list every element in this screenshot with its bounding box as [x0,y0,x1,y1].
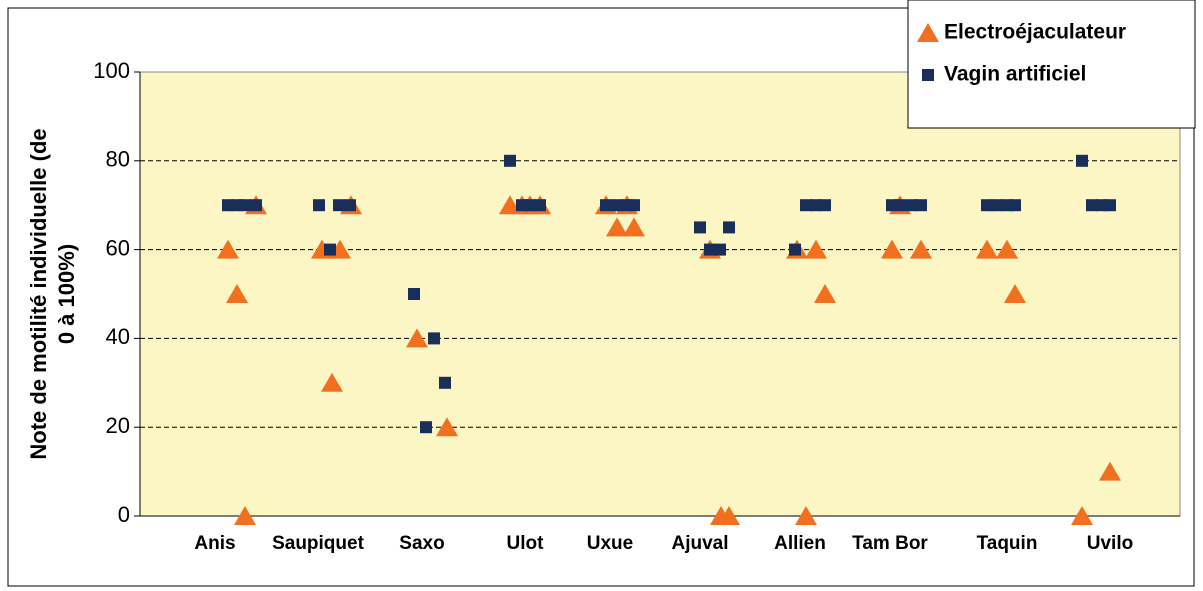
point [915,199,927,212]
legend-label: Vagin artificiel [944,63,1086,86]
point [504,154,516,167]
point [1104,199,1116,212]
point [324,243,336,256]
plot-area [139,71,1181,517]
point [805,239,827,259]
legend-marker [922,69,934,81]
point [991,199,1003,212]
y-tick-label: 100 [93,58,130,83]
point [976,239,998,259]
point [800,199,812,212]
point [1071,506,1093,525]
y-tick-label: 40 [106,324,130,349]
point [234,506,256,525]
point [819,199,831,212]
y-axis-title: Note de motilité individuelle (de 0 à 10… [26,128,79,459]
point [795,506,817,525]
point [1076,154,1088,167]
point [1099,461,1121,481]
y-tick-label: 80 [106,147,130,172]
y-tick-label: 0 [118,502,130,527]
point [439,376,451,389]
point [894,199,906,212]
x-tick-label: Saupiquet [272,533,365,554]
point [1004,284,1026,303]
legend [907,0,1196,129]
point [217,239,239,259]
y-tick-label: 60 [106,235,130,260]
x-tick-label: Saxo [399,533,444,554]
x-tick-label: Ajuval [671,533,728,554]
point [981,199,993,212]
point [1009,199,1021,212]
point [344,199,356,212]
x-tick-label: Uxue [587,533,633,554]
point [250,199,262,212]
point [718,506,740,525]
legend-marker [917,23,939,42]
y-axis-title-line: 0 à 100%) [54,244,79,344]
legend-label: Electroéjaculateur [944,21,1126,44]
point [881,239,903,259]
point [406,328,428,348]
y-axis-title-line: Note de motilité individuelle (de [26,128,51,459]
point [694,221,706,234]
point [408,288,420,300]
x-tick-label: Allien [774,533,826,554]
point [534,199,546,212]
point [611,199,623,212]
point [714,243,726,256]
point [333,199,345,212]
x-tick-label: Taquin [977,533,1038,554]
point [428,332,440,345]
point [239,199,251,212]
point [1086,199,1098,212]
point [313,199,325,212]
point [321,372,343,392]
point [420,421,432,434]
point [789,243,801,256]
x-tick-label: Ulot [507,533,545,554]
point [996,239,1018,259]
point [436,417,458,437]
point [704,243,716,256]
x-tick-label: Tam Bor [852,533,928,554]
point [723,221,735,234]
point [628,199,640,212]
point [600,199,612,212]
point [606,217,628,237]
point [524,199,536,212]
y-tick-label: 20 [106,413,130,438]
x-tick-label: Anis [194,533,235,554]
point [623,217,645,237]
point [910,239,932,259]
point [226,284,248,303]
x-tick-label: Uvilo [1087,533,1133,554]
point [814,284,836,303]
